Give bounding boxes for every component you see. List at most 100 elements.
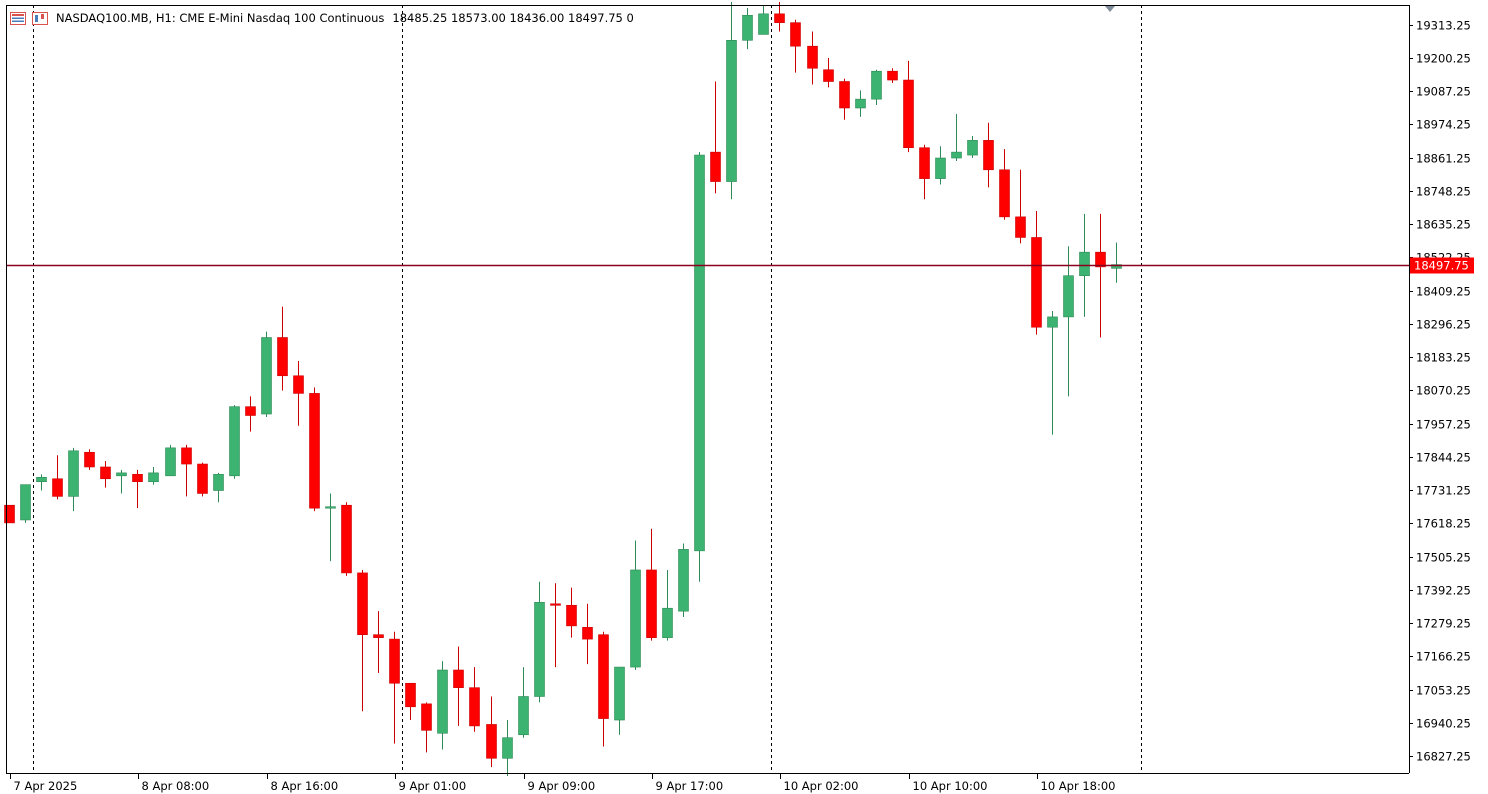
candle bbox=[277, 306, 288, 391]
chart-window-icon[interactable] bbox=[10, 11, 26, 25]
candle bbox=[758, 5, 769, 35]
candle bbox=[871, 69, 882, 106]
candle bbox=[357, 569, 368, 712]
candle-body bbox=[325, 506, 336, 509]
price-tick-label: 17053.25 bbox=[1416, 684, 1471, 698]
candle-body bbox=[534, 602, 545, 697]
time-axis[interactable]: 7 Apr 2025 8 Apr 08:00 8 Apr 16:00 9 Apr 01… bbox=[10, 773, 1116, 793]
candle bbox=[534, 581, 545, 703]
candle-body bbox=[678, 549, 689, 612]
candle-body bbox=[1079, 251, 1090, 277]
price-tick-label: 17731.25 bbox=[1416, 484, 1471, 498]
time-tick-label: 10 Apr 18:00 bbox=[1041, 779, 1116, 793]
candle-body bbox=[758, 13, 769, 35]
candle bbox=[887, 68, 898, 83]
candle bbox=[855, 90, 866, 117]
candle-body bbox=[405, 682, 416, 708]
candle-body bbox=[566, 604, 577, 627]
candle-body bbox=[999, 169, 1010, 218]
price-tick-label: 17505.25 bbox=[1416, 551, 1471, 565]
candle-body bbox=[100, 466, 111, 480]
candle-body bbox=[453, 669, 464, 688]
candle-body bbox=[4, 504, 15, 524]
candle-body bbox=[983, 140, 994, 171]
candle bbox=[341, 502, 352, 576]
candle-body bbox=[486, 724, 497, 759]
candle bbox=[437, 661, 448, 750]
candle-body bbox=[421, 703, 432, 731]
candle bbox=[566, 587, 577, 638]
candle-body bbox=[389, 638, 400, 684]
ohlc-values: 18485.25 18573.00 18436.00 18497.75 0 bbox=[392, 11, 634, 25]
candle-body bbox=[84, 451, 95, 468]
candle bbox=[951, 113, 962, 161]
candle-body bbox=[839, 81, 850, 109]
candle-body bbox=[871, 70, 882, 100]
candle bbox=[405, 682, 416, 721]
candle-body bbox=[469, 687, 480, 727]
candle bbox=[4, 504, 15, 524]
candle-body bbox=[293, 375, 304, 394]
candle bbox=[662, 569, 673, 641]
candle bbox=[839, 78, 850, 120]
shift-marker-icon bbox=[1105, 6, 1115, 12]
candle-body bbox=[919, 147, 930, 179]
candle bbox=[630, 540, 641, 671]
candle bbox=[309, 387, 320, 512]
candle bbox=[261, 331, 272, 417]
price-tick-label: 18861.25 bbox=[1416, 152, 1471, 166]
candle-body bbox=[36, 476, 47, 482]
candle-body bbox=[373, 634, 384, 638]
candle bbox=[790, 19, 801, 73]
candle-body bbox=[502, 737, 513, 759]
symbol-title: NASDAQ100.MB, H1: CME E-Mini Nasdaq 100 … bbox=[56, 11, 385, 25]
candle-body bbox=[694, 154, 705, 552]
candle bbox=[181, 444, 192, 497]
candle-body bbox=[132, 474, 143, 482]
candle bbox=[213, 472, 224, 503]
candle bbox=[518, 667, 529, 738]
price-tick-label: 16827.25 bbox=[1416, 750, 1471, 764]
candle bbox=[68, 447, 79, 512]
candle bbox=[807, 31, 818, 85]
candle bbox=[469, 667, 480, 732]
candle bbox=[116, 469, 127, 494]
candle bbox=[823, 57, 834, 88]
time-tick-label: 8 Apr 16:00 bbox=[271, 779, 339, 793]
candle-body bbox=[710, 151, 721, 182]
candle bbox=[389, 631, 400, 744]
candle-body bbox=[646, 569, 657, 638]
price-tick-label: 18974.25 bbox=[1416, 118, 1471, 132]
candle bbox=[453, 646, 464, 726]
candle bbox=[919, 144, 930, 200]
candle bbox=[229, 405, 240, 479]
price-tick-label: 17844.25 bbox=[1416, 451, 1471, 465]
time-tick-label: 8 Apr 08:00 bbox=[142, 779, 210, 793]
candle bbox=[20, 484, 31, 523]
candle bbox=[550, 583, 561, 668]
candle bbox=[678, 543, 689, 618]
chart-settings-icon[interactable] bbox=[32, 11, 48, 25]
time-tick-label: 9 Apr 17:00 bbox=[656, 779, 724, 793]
candle-body bbox=[742, 14, 753, 41]
candle-body bbox=[165, 447, 176, 477]
candle bbox=[999, 149, 1010, 220]
candle-body bbox=[630, 569, 641, 668]
candle-body bbox=[662, 607, 673, 638]
candle bbox=[726, 2, 737, 200]
candle-body bbox=[614, 666, 625, 721]
candle bbox=[245, 396, 256, 432]
candle bbox=[774, 2, 785, 32]
price-tick-label: 17618.25 bbox=[1416, 517, 1471, 531]
price-axis[interactable]: 19313.25 19200.25 19087.25 18974.25 18861.25… bbox=[1409, 19, 1474, 764]
candles-layer bbox=[4, 2, 1122, 776]
candle bbox=[1047, 311, 1058, 435]
candle bbox=[1015, 169, 1026, 244]
time-tick-label: 7 Apr 2025 bbox=[14, 779, 78, 793]
candle-body bbox=[229, 406, 240, 477]
candle-body bbox=[550, 603, 561, 606]
candle-body bbox=[1111, 264, 1122, 269]
candle-body bbox=[598, 634, 609, 719]
